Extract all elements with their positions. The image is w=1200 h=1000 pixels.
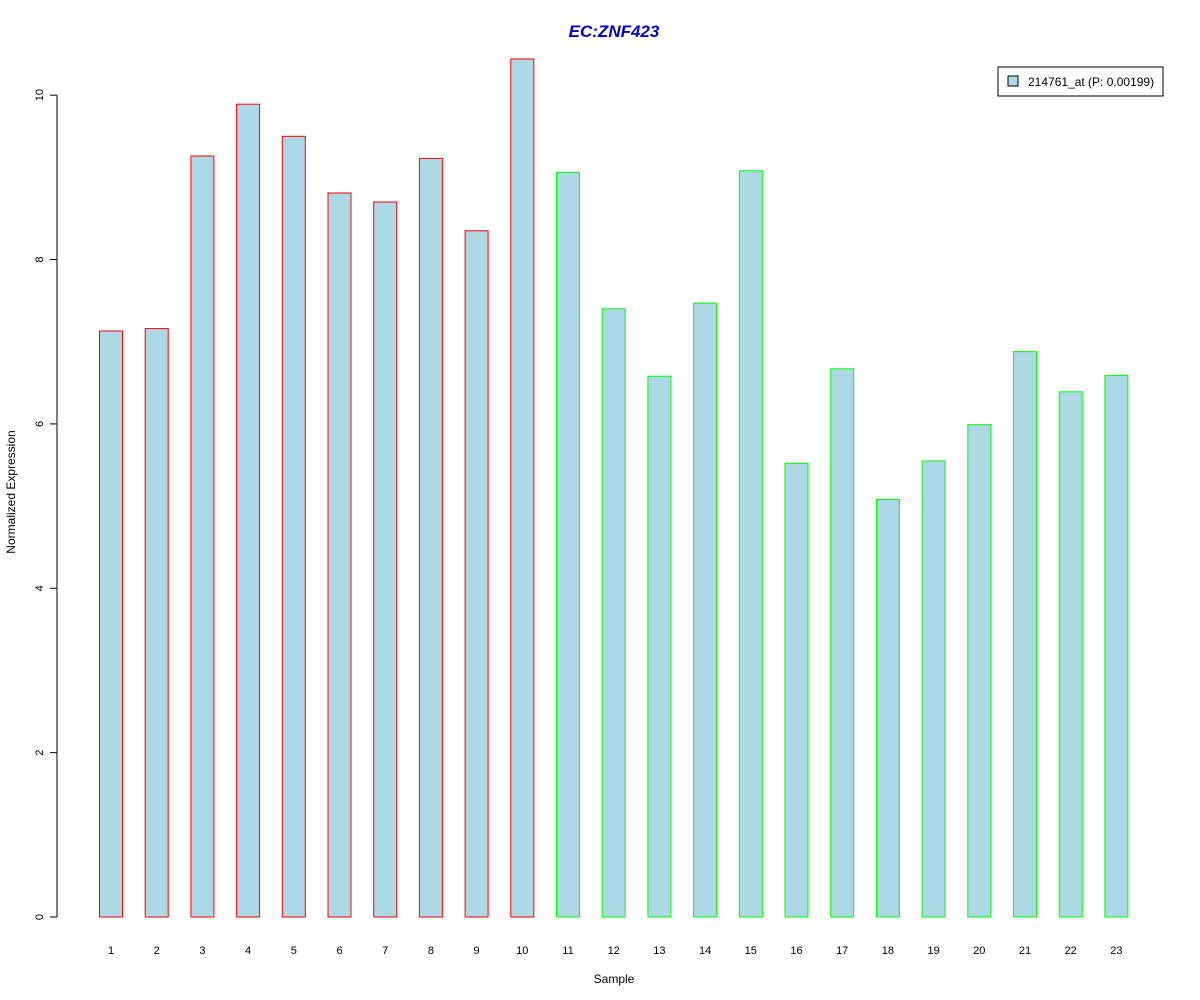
bar-sample-9 — [464, 230, 489, 918]
x-tick-labels: 1 2 3 4 5 6 7 8 9 10 11 12 13 14 15 16 17 18 19 20 21 22 23 — [108, 945, 1123, 957]
bars-group — [99, 58, 1129, 918]
bar-sample-23 — [1104, 374, 1129, 918]
bar-sample-4 — [236, 103, 261, 918]
x-tick-label: 14 — [699, 945, 711, 957]
x-tick-label: 1 — [108, 945, 114, 957]
bar-sample-17 — [830, 368, 855, 918]
bar-sample-12 — [601, 308, 626, 918]
legend: 214761_at (P: 0.00199) — [997, 66, 1164, 97]
bar-sample-10 — [510, 58, 535, 918]
y-tick-label: 8 — [34, 256, 46, 262]
bar-sample-18 — [875, 499, 900, 918]
x-tick-label: 6 — [336, 945, 342, 957]
x-tick-label: 9 — [474, 945, 480, 957]
x-tick-label: 5 — [291, 945, 297, 957]
bar-sample-5 — [281, 135, 306, 918]
x-tick-label: 2 — [154, 945, 160, 957]
bar-sample-2 — [144, 328, 169, 918]
bar-sample-1 — [99, 330, 123, 918]
x-tick-label: 7 — [382, 945, 388, 957]
bar-sample-11 — [556, 171, 580, 918]
y-tick-label: 6 — [34, 421, 46, 427]
bar-sample-14 — [693, 302, 718, 918]
y-tick-label: 0 — [34, 914, 46, 920]
x-tick-label: 18 — [882, 945, 894, 957]
y-tick-label: 2 — [34, 750, 46, 756]
x-axis-label: Sample — [594, 972, 635, 986]
bar-sample-13 — [647, 375, 672, 918]
legend-box — [997, 66, 1164, 97]
bar-sample-21 — [1013, 351, 1037, 918]
x-tick-label: 8 — [428, 945, 434, 957]
bar-sample-3 — [190, 155, 215, 918]
bar-sample-19 — [921, 460, 946, 918]
x-tick-label: 19 — [927, 945, 939, 957]
x-tick-label: 10 — [516, 945, 528, 957]
x-tick-label: 16 — [790, 945, 802, 957]
bar-sample-16 — [784, 462, 809, 918]
x-tick-label: 12 — [608, 945, 620, 957]
x-tick-label: 21 — [1019, 945, 1031, 957]
bar-sample-8 — [418, 157, 443, 918]
bar-sample-7 — [373, 201, 398, 918]
x-tick-label: 4 — [245, 945, 251, 957]
x-tick-label: 22 — [1065, 945, 1077, 957]
x-tick-label: 11 — [562, 945, 573, 957]
x-tick-label: 15 — [745, 945, 757, 957]
y-tick-label: 10 — [34, 89, 46, 101]
x-tick-label: 13 — [653, 945, 665, 957]
legend-swatch — [1007, 75, 1019, 87]
chart-title: EC:ZNF423 — [569, 22, 660, 41]
bar-sample-6 — [327, 192, 352, 918]
legend-label: 214761_at (P: 0.00199) — [1028, 75, 1154, 89]
x-tick-label: 3 — [199, 945, 205, 957]
y-axis-label: Normalized Expression — [4, 430, 18, 553]
bar-sample-20 — [967, 424, 992, 918]
bar-sample-22 — [1058, 391, 1083, 918]
y-axis: 0 2 4 6 8 10 — [34, 89, 58, 920]
x-tick-label: 17 — [836, 945, 848, 957]
x-tick-label: 20 — [973, 945, 985, 957]
bar-sample-15 — [738, 170, 763, 918]
y-tick-label: 4 — [34, 585, 46, 591]
x-tick-label: 23 — [1110, 945, 1122, 957]
